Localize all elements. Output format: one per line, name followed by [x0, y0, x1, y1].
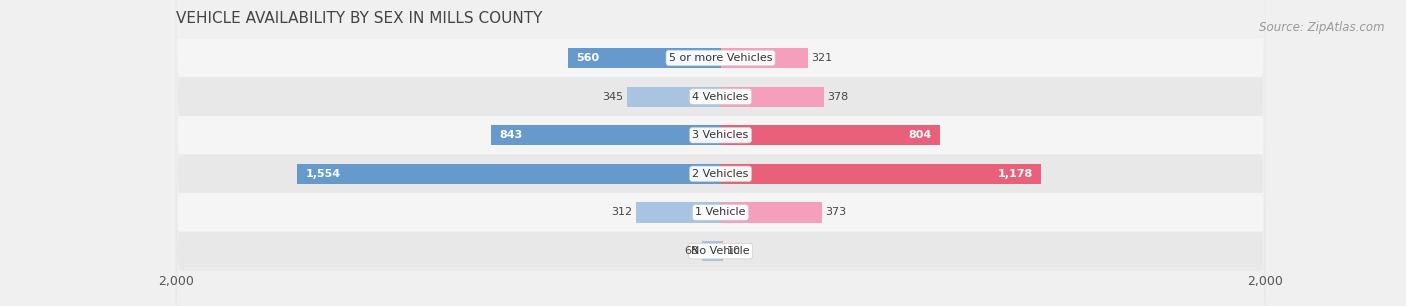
Bar: [721, 241, 723, 261]
Bar: [297, 164, 721, 184]
Text: 5 or more Vehicles: 5 or more Vehicles: [669, 53, 772, 63]
Text: 1,178: 1,178: [998, 169, 1033, 179]
Bar: [721, 87, 824, 106]
Text: 1,554: 1,554: [305, 169, 340, 179]
FancyBboxPatch shape: [176, 0, 1265, 306]
Text: 68: 68: [685, 246, 699, 256]
Bar: [568, 48, 721, 68]
Text: 373: 373: [825, 207, 846, 218]
Bar: [491, 125, 721, 145]
Bar: [721, 48, 808, 68]
Text: Source: ZipAtlas.com: Source: ZipAtlas.com: [1260, 21, 1385, 34]
FancyBboxPatch shape: [176, 0, 1265, 306]
Bar: [627, 87, 721, 106]
Text: 2 Vehicles: 2 Vehicles: [692, 169, 749, 179]
Bar: [721, 125, 939, 145]
Text: 1 Vehicle: 1 Vehicle: [696, 207, 745, 218]
Text: 804: 804: [908, 130, 931, 140]
Text: 843: 843: [499, 130, 523, 140]
Text: 378: 378: [827, 91, 848, 102]
Text: 3 Vehicles: 3 Vehicles: [692, 130, 749, 140]
FancyBboxPatch shape: [176, 0, 1265, 306]
Text: 345: 345: [602, 91, 623, 102]
Bar: [636, 203, 721, 222]
Text: No Vehicle: No Vehicle: [692, 246, 749, 256]
Bar: [721, 164, 1042, 184]
FancyBboxPatch shape: [176, 0, 1265, 306]
Bar: [702, 241, 721, 261]
Text: 321: 321: [811, 53, 832, 63]
Text: 10: 10: [727, 246, 741, 256]
Text: 4 Vehicles: 4 Vehicles: [692, 91, 749, 102]
Text: VEHICLE AVAILABILITY BY SEX IN MILLS COUNTY: VEHICLE AVAILABILITY BY SEX IN MILLS COU…: [176, 11, 543, 26]
Bar: [721, 203, 823, 222]
FancyBboxPatch shape: [176, 0, 1265, 306]
Text: 312: 312: [612, 207, 633, 218]
FancyBboxPatch shape: [176, 0, 1265, 306]
Text: 560: 560: [576, 53, 599, 63]
